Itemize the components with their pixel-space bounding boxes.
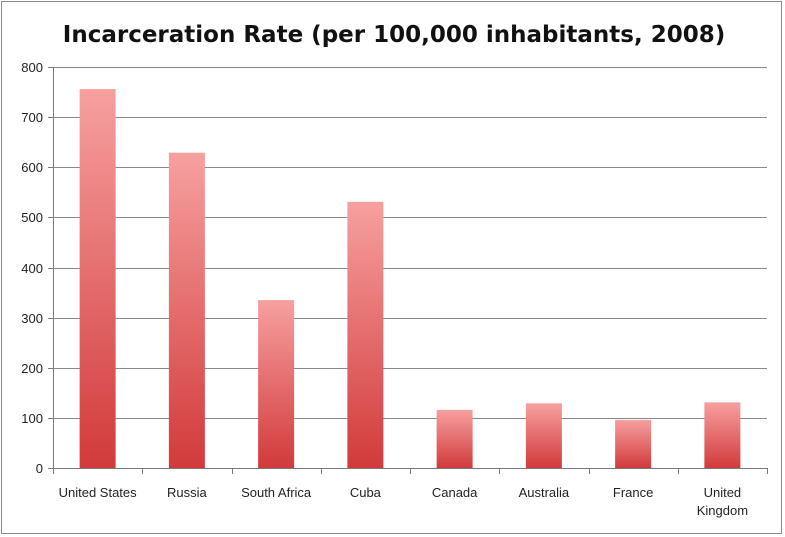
x-tick-label: Australia xyxy=(519,485,570,500)
bar-canada xyxy=(436,409,473,468)
y-tick-label: 700 xyxy=(21,110,43,125)
x-tick-label: Canada xyxy=(432,485,478,500)
bar-france xyxy=(615,419,652,468)
y-tick-label: 600 xyxy=(21,160,43,175)
y-tick-label: 100 xyxy=(21,411,43,426)
x-tick-label: France xyxy=(613,485,653,500)
bar-cuba xyxy=(347,201,384,468)
x-axis-labels: United States Russia South Africa Cuba Canad… xyxy=(59,485,748,518)
bar-united-states xyxy=(79,89,116,469)
bar-united-kingdom xyxy=(704,402,741,468)
chart-title: Incarceration Rate (per 100,000 inhabita… xyxy=(63,22,725,48)
bar-russia xyxy=(168,152,205,468)
y-axis-ticks: 0 100 200 300 400 500 600 700 800 xyxy=(21,60,53,476)
y-tick-label: 300 xyxy=(21,311,43,326)
x-tick-label: United States xyxy=(59,485,138,500)
bars xyxy=(79,89,741,469)
gridlines xyxy=(53,67,767,419)
bar-south-africa xyxy=(258,300,295,468)
x-tick-label: United Kingdom xyxy=(697,485,748,518)
axes xyxy=(53,67,768,474)
x-tick-label: South Africa xyxy=(241,485,312,500)
y-tick-label: 200 xyxy=(21,361,43,376)
y-tick-label: 0 xyxy=(36,461,43,476)
x-tick-label: Russia xyxy=(167,485,208,500)
y-tick-label: 800 xyxy=(21,60,43,75)
y-tick-label: 400 xyxy=(21,261,43,276)
bar-australia xyxy=(525,403,562,468)
y-tick-label: 500 xyxy=(21,210,43,225)
x-tick-label: Cuba xyxy=(350,485,382,500)
